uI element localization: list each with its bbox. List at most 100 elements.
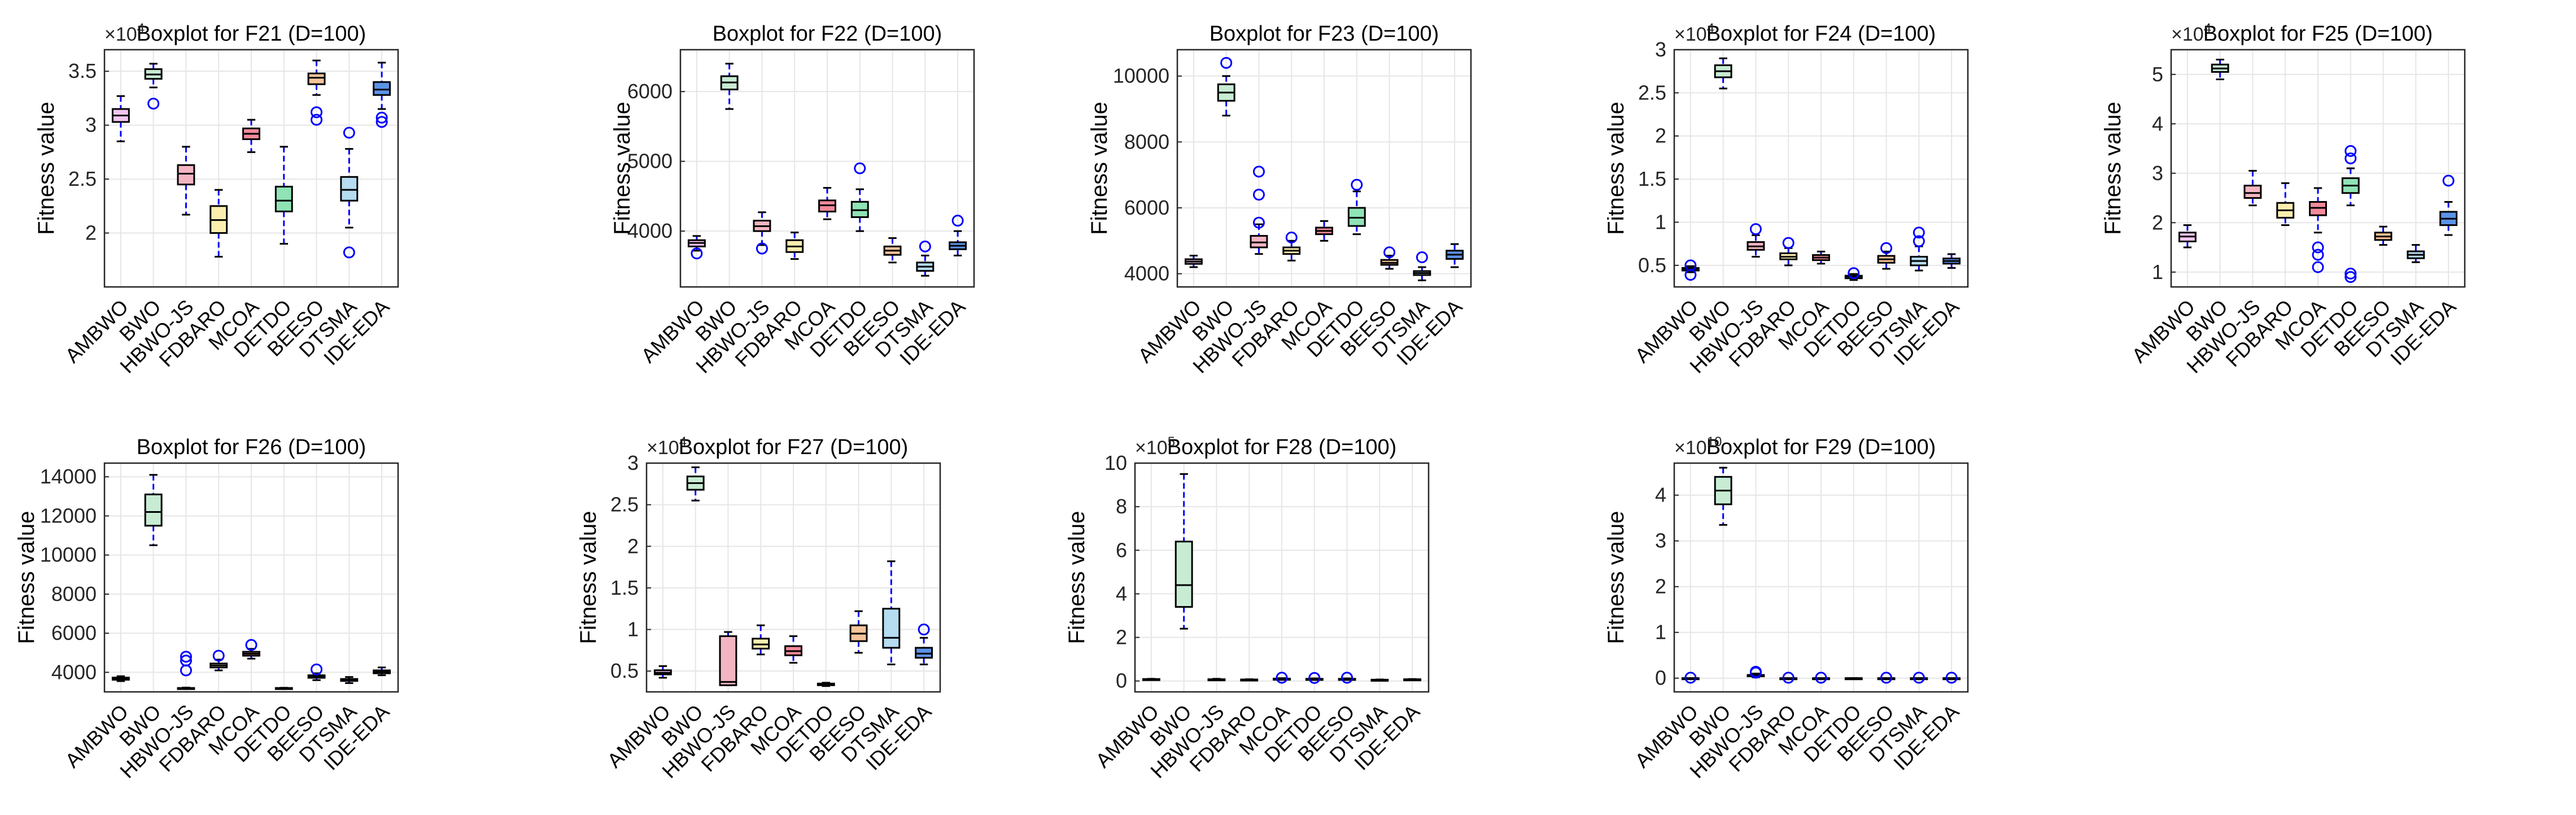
box-MCOA [818,187,836,220]
box-FDBARO [1282,232,1301,262]
y-axis-label: Fitness value [34,102,59,235]
box-HBWO-JS [1747,223,1765,258]
outlier-point [1782,237,1795,249]
y-tick-label: 1.5 [610,576,639,599]
box-BWO [1175,473,1193,630]
box-BWO [144,474,163,546]
subplot-title: Boxplot for F23 (D=100) [1210,22,1439,46]
y-exponent-label: ×104 [2171,21,2211,45]
box-DETDO [274,146,293,245]
subplot-title: Boxplot for F28 (D=100) [1167,435,1397,459]
box-BEESO [883,237,902,264]
outlier-point [1252,165,1265,178]
box-AMBWO [111,95,130,142]
outlier-point [376,116,388,128]
y-tick-label: 0.5 [1638,254,1666,277]
outlier-point [691,247,703,260]
box-MCOA [1273,672,1291,684]
box-AMBWO [111,675,130,682]
y-axis-label: Fitness value [1064,511,1089,644]
y-tick-label: 10000 [1113,64,1169,88]
box-BEESO [1877,672,1896,684]
box-BEESO [307,663,326,681]
subplot-title: Boxplot for F24 (D=100) [1706,22,1936,46]
y-tick-label: 2.5 [1638,81,1666,104]
outlier-point [311,106,323,119]
y-tick-label: 1 [1655,210,1666,233]
iqr-box [373,81,391,96]
box-AMBWO [1681,259,1700,281]
y-tick-label: 5000 [627,150,673,173]
box-MCOA [1315,220,1333,242]
iqr-box [1175,541,1193,608]
box-IDE-EDA [1403,678,1422,682]
iqr-box [882,608,901,649]
box-DTSMA [1370,678,1389,682]
iqr-box [177,164,195,186]
box-DETDO [1844,677,1863,681]
box-BWO [1714,467,1732,526]
outlier-point [1220,56,1233,69]
box-FDBARO [209,189,228,258]
box-HBWO-JS [2243,169,2262,207]
y-axis-label: Fitness value [576,511,601,644]
y-tick-label: 8000 [1124,130,1169,153]
y-tick-label: 2 [627,534,639,557]
y-tick-label: 2.5 [68,167,97,190]
iqr-box [2243,185,2262,199]
box-HBWO-JS [719,631,737,686]
y-tick-label: 4000 [627,219,673,242]
axes-frame [1176,49,1472,288]
subplot-title: Boxplot for F29 (D=100) [1706,435,1936,459]
y-tick-label: 3 [627,451,639,474]
outlier-point [1880,242,1893,254]
box-DTSMA [340,127,359,259]
y-tick-label: 6000 [1124,196,1169,219]
box-DETDO [1347,178,1366,236]
box-BWO [1714,57,1732,90]
y-axis-label: Fitness value [1604,102,1628,235]
box-MCOA [1812,250,1830,265]
y-tick-label: 4 [1655,483,1666,507]
box-DETDO [274,687,293,690]
box-DETDO [1844,267,1863,281]
outlier-point [343,127,355,139]
outlier-point [1913,226,1925,239]
box-FDBARO [1779,237,1798,267]
box-AMBWO [1142,678,1160,681]
box-HBWO-JS [177,146,195,216]
y-tick-label: 2 [2152,211,2163,234]
y-axis-label: Fitness value [14,511,39,644]
box-HBWO-JS [753,211,771,255]
iqr-box [307,72,326,85]
outlier-point [2312,261,2324,273]
y-tick-label: 2 [85,221,97,245]
outlier-point [1383,246,1396,259]
box-DETDO [850,162,869,232]
box-IDE-EDA [373,666,391,677]
y-axis-label: Fitness value [1087,102,1112,235]
iqr-box [144,493,163,527]
box-MCOA [242,119,260,153]
outlier-point [1341,672,1354,684]
box-DTSMA [1910,226,1928,272]
axes-frame [679,49,975,288]
outlier-point [1351,178,1363,191]
outlier-point [2344,152,2357,164]
box-DETDO [817,682,835,687]
y-tick-label: 6 [1116,538,1127,561]
outlier-point [311,114,323,126]
outlier-point [2344,145,2357,157]
outlier-point [1749,223,1762,236]
box-IDE-EDA [1446,243,1464,268]
y-tick-label: 5 [2152,63,2163,86]
box-HBWO-JS [1747,665,1765,679]
box-IDE-EDA [373,62,391,128]
box-AMBWO [653,665,672,679]
subplot-F23: 40006000800010000AMBWOBWOHBWO-JSFDBAROMC… [1087,22,1472,378]
y-tick-label: 1 [2152,260,2163,284]
box-IDE-EDA [949,215,967,256]
axes-frame [103,49,399,288]
box-DTSMA [882,560,901,665]
box-BWO [2211,59,2229,80]
